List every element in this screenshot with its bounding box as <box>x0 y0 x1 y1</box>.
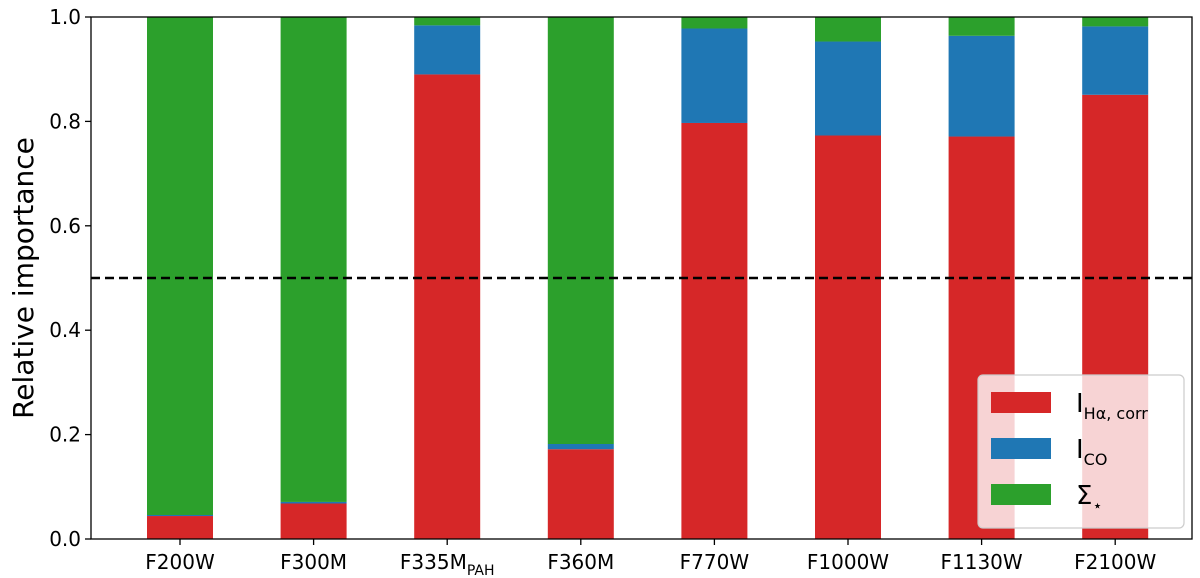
bar-segment <box>547 17 614 444</box>
x-tick-label: F770W <box>680 550 750 574</box>
y-ticks-layer: 0.0 0.2 0.4 0.6 0.8 1.0 <box>49 5 91 551</box>
x-tick-label: F1000W <box>807 550 889 574</box>
legend-swatch <box>991 438 1051 459</box>
bar-segment <box>681 17 748 29</box>
x-ticks-layer: F200W F300M F335MPAH F360M F770W F1000W F1130W… <box>145 539 1157 578</box>
bar-segment <box>147 17 213 515</box>
y-tick-label: 0.8 <box>49 109 81 133</box>
bar-segment <box>1082 17 1149 27</box>
legend-swatch <box>991 392 1051 413</box>
legend-label: Σ⋆ <box>1076 481 1102 515</box>
legend-label: ICO <box>1076 435 1107 469</box>
bar-segment <box>681 28 748 123</box>
x-tick-label: F1130W <box>941 550 1023 574</box>
bar-segment <box>280 501 347 504</box>
bar-segment <box>280 17 347 502</box>
bar-segment <box>147 516 213 539</box>
legend-swatch <box>991 484 1051 505</box>
x-tick-label: F200W <box>145 550 215 574</box>
bar-segment <box>547 449 614 539</box>
x-tick-label: F360M <box>547 550 614 574</box>
bars-layer <box>147 17 1149 540</box>
bar-segment <box>681 122 748 539</box>
x-tick-label: F300M <box>280 550 347 574</box>
bar-segment <box>414 25 481 75</box>
axes-layer <box>90 16 1193 540</box>
y-tick-label: 0.6 <box>49 214 81 238</box>
bar-segment <box>948 35 1015 137</box>
y-tick-label: 0.4 <box>49 318 81 342</box>
bar-segment <box>414 74 481 540</box>
legend-label: IHα, corr <box>1076 389 1148 423</box>
bar-segment <box>147 514 213 517</box>
bar-segment <box>547 443 614 450</box>
plot-frame <box>90 16 1193 540</box>
y-axis-title: Relative importance <box>7 137 40 419</box>
bar-segment <box>1082 26 1149 95</box>
legend: IHα, corr ICO Σ⋆ <box>977 374 1185 529</box>
y-tick-label: 1.0 <box>49 5 81 29</box>
bar-segment <box>414 17 481 26</box>
y-tick-label: 0.0 <box>49 527 81 551</box>
bar-segment <box>815 135 881 539</box>
bar-segment <box>815 17 881 42</box>
bar-segment <box>280 503 347 539</box>
x-tick-label: F2100W <box>1074 550 1156 574</box>
bar-segment <box>948 17 1015 36</box>
y-tick-label: 0.2 <box>49 423 81 447</box>
x-tick-label: F335MPAH <box>400 550 495 578</box>
bar-segment <box>815 41 881 136</box>
